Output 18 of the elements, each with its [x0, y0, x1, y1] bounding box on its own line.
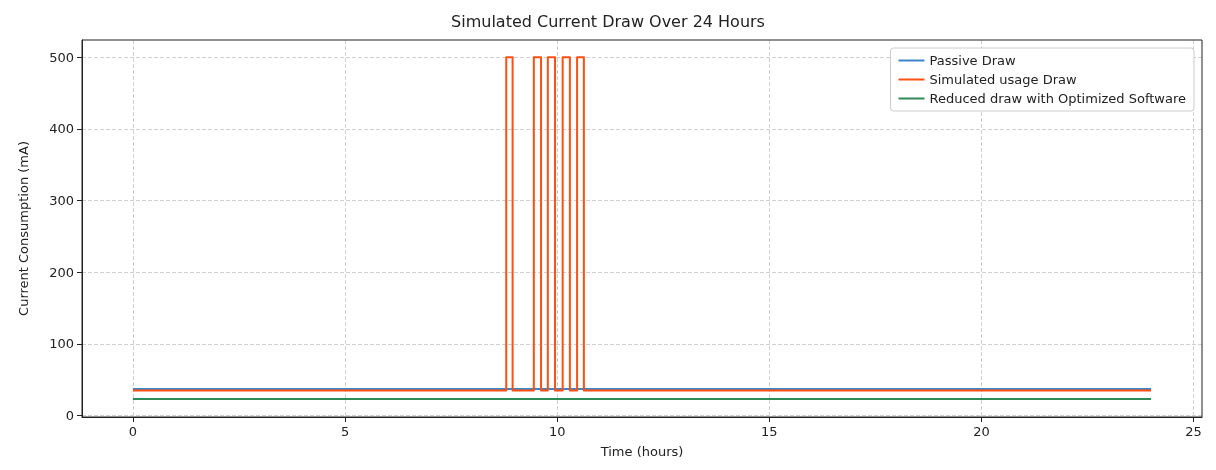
- x-tick-label: 0: [128, 424, 138, 439]
- x-tick-label: 10: [548, 424, 566, 439]
- y-tick-label: 500: [49, 49, 74, 65]
- x-axis-title: Time (hours): [599, 444, 684, 459]
- x-tick-label: 20: [973, 424, 990, 439]
- y-tick-label: 200: [49, 264, 74, 280]
- y-tick-label: 100: [49, 336, 74, 352]
- y-tick-label: 0: [65, 408, 74, 424]
- x-tick-label: 15: [761, 424, 778, 439]
- y-tick-label: 300: [49, 193, 74, 209]
- legend-label: Reduced draw with Optimized Software: [929, 91, 1187, 106]
- y-axis-title: Current Consumption (mA): [16, 141, 31, 316]
- x-tick-label: 5: [340, 424, 350, 439]
- chart-title: Simulated Current Draw Over 24 Hours: [451, 11, 765, 31]
- legend-label: Simulated usage Draw: [929, 72, 1078, 87]
- legend-label: Passive Draw: [929, 53, 1017, 68]
- x-tick-label: 25: [1185, 424, 1202, 439]
- y-tick-label: 400: [49, 121, 74, 137]
